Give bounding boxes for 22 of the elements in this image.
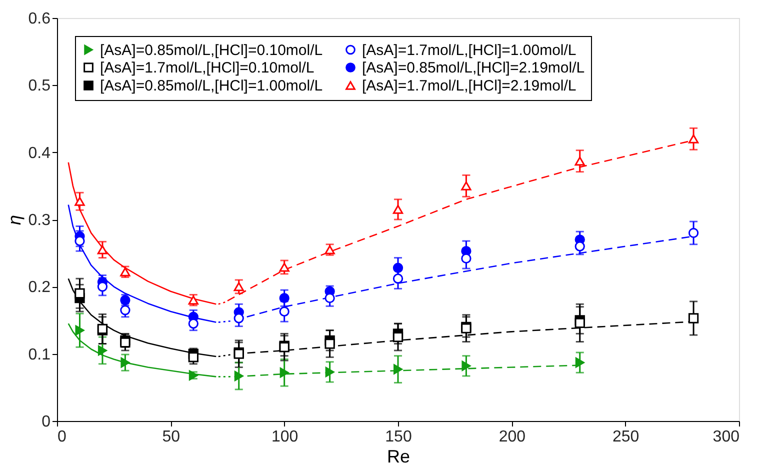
y-tick-label: 0.3	[28, 212, 51, 229]
x-tick-label: 0	[58, 428, 66, 446]
y-tick-label: 0.6	[28, 10, 51, 28]
x-tick-label: 150	[385, 428, 412, 446]
x-tick-label: 300	[712, 428, 740, 446]
legend-label: [AsA]=1.7mol/L,[HCl]=1.00mol/L	[362, 42, 576, 59]
x-tick-label: 250	[612, 428, 640, 446]
x-tick-label: 200	[498, 428, 526, 446]
y-tick-label: 0.4	[28, 144, 51, 162]
x-tick-label: 100	[271, 428, 298, 446]
legend-label: [AsA]=0.85mol/L,[HCl]=0.10mol/L	[100, 42, 323, 59]
legend-label: [AsA]=1.7mol/L,[HCl]=0.10mol/L	[100, 60, 314, 76]
y-axis-title: η	[4, 215, 24, 225]
y-tick-label: 0	[42, 414, 51, 430]
legend-label: [AsA]=0.85mol/L,[HCl]=1.00mol/L	[100, 78, 323, 94]
y-tick-label: 0.5	[28, 78, 51, 95]
y-tick-label: 0.1	[28, 346, 51, 364]
legend-label: [AsA]=1.7mol/L,[HCl]=2.19mol/L	[362, 78, 576, 94]
legend-label: [AsA]=0.85mol/L,[HCl]=2.19mol/L	[362, 60, 585, 76]
y-tick-label: 0.2	[28, 279, 51, 296]
x-axis-title: Re	[386, 446, 410, 466]
x-tick-label: 50	[162, 428, 180, 446]
